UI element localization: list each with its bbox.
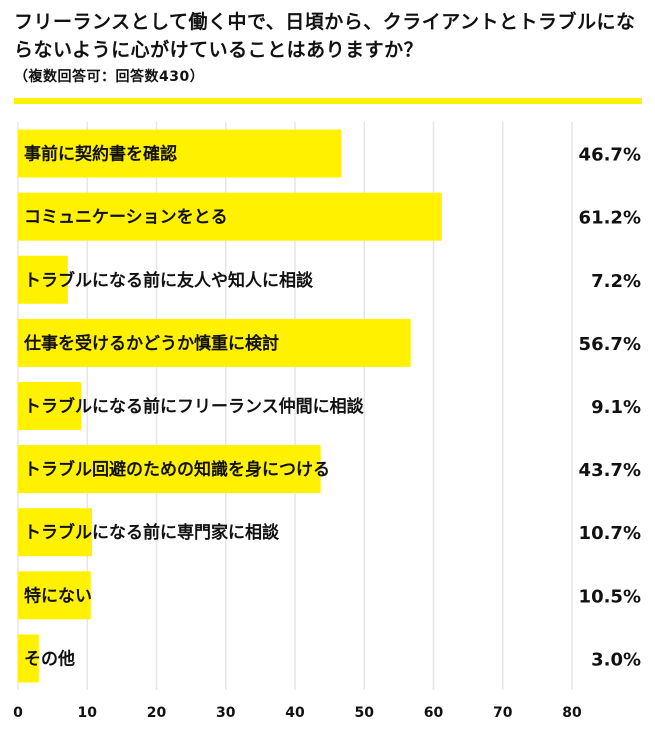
x-tick-label: 20	[147, 705, 167, 721]
category-label: 仕事を受けるかどうか慎重に検討	[23, 333, 279, 354]
bar	[18, 508, 93, 557]
category-label: トラブル回避のための知識を身につける	[24, 459, 330, 480]
bar	[18, 129, 342, 178]
bar	[18, 571, 91, 620]
value-label: 56.7%	[579, 334, 641, 355]
bar	[18, 255, 68, 304]
category-label: トラブルになる前にフリーランス仲間に相談	[24, 396, 365, 417]
title-underline	[14, 98, 642, 104]
chart-subtitle: （複数回答可：回答数430）	[14, 69, 205, 85]
bar	[18, 634, 39, 683]
bar	[18, 192, 442, 241]
bar	[18, 318, 411, 367]
value-label: 10.5%	[579, 586, 641, 607]
x-tick-label: 60	[424, 705, 444, 721]
x-tick-label: 0	[13, 705, 23, 721]
value-label: 61.2%	[579, 208, 641, 229]
x-tick-label: 40	[285, 705, 305, 721]
value-label: 9.1%	[591, 397, 641, 418]
x-tick-label: 80	[562, 705, 582, 721]
value-label: 3.0%	[591, 649, 641, 670]
value-label: 7.2%	[591, 271, 641, 292]
category-label: トラブルになる前に友人や知人に相談	[24, 270, 314, 291]
value-label: 10.7%	[579, 523, 641, 544]
bar	[18, 382, 82, 430]
chart-title: フリーランスとして働く中で、日頃から、クライアントとトラブルにならないように心が…	[14, 11, 636, 61]
value-label: 46.7%	[579, 145, 641, 166]
x-tick-label: 50	[355, 705, 375, 721]
category-label: 特にない	[24, 585, 92, 606]
bar	[18, 445, 321, 494]
category-label: コミュニケーションをとる	[24, 208, 228, 228]
x-tick-label: 10	[78, 705, 98, 721]
category-label: トラブルになる前に専門家に相談	[24, 522, 280, 543]
category-label: その他	[24, 648, 75, 669]
x-tick-label: 30	[216, 705, 236, 721]
value-label: 43.7%	[579, 460, 641, 481]
x-tick-label: 70	[493, 705, 513, 721]
category-label: 事前に契約書を確認	[24, 144, 177, 165]
